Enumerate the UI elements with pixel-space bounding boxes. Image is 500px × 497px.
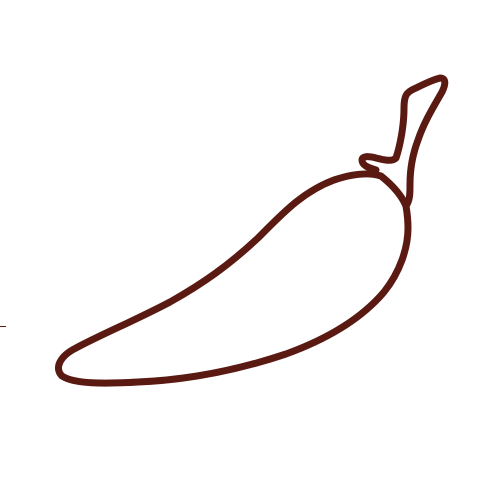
edge-tick-mark	[0, 326, 6, 327]
pepper-body-outline	[55, 170, 412, 387]
pepper-stem-outline	[358, 74, 449, 210]
